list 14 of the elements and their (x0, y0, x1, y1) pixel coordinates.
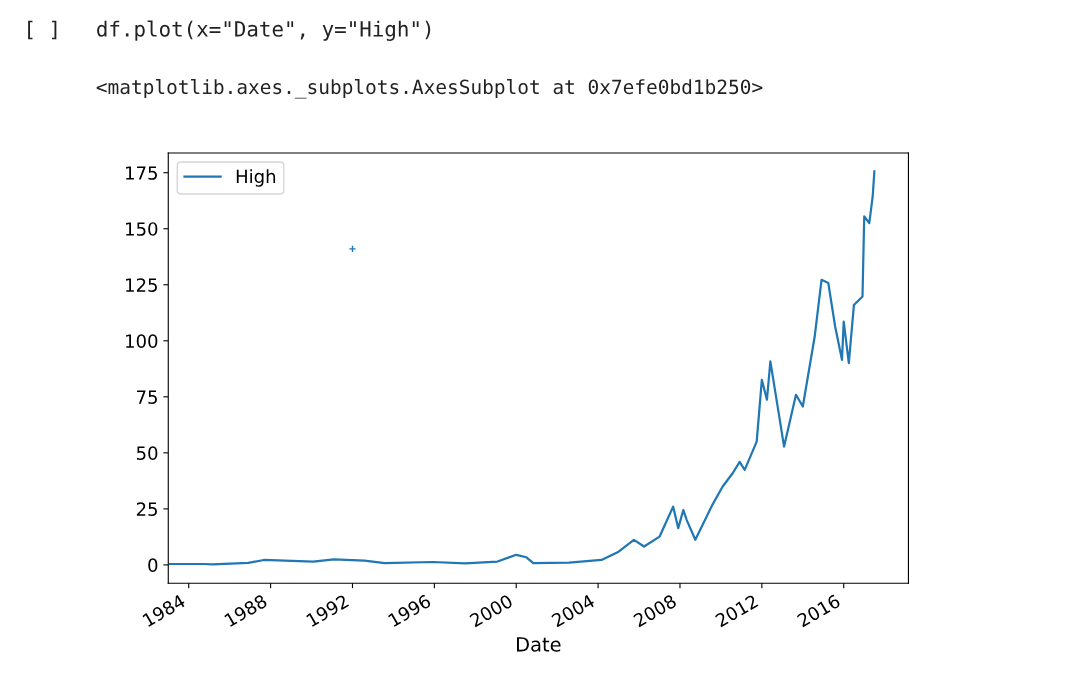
text: [ ] (28, 20, 57, 40)
y-tick-label: 75 (137, 390, 157, 404)
text: df.plot(x="Date", y="High") (97, 20, 431, 41)
y-tick-label: 125 (126, 278, 157, 292)
y-tick-label: 50 (136, 446, 158, 460)
x-axis-title: Date (517, 637, 561, 652)
legend-label: High (236, 169, 276, 187)
y-tick-label: 100 (126, 334, 158, 348)
y-tick-label: 0 (148, 558, 158, 573)
y-tick-label: 25 (136, 502, 157, 516)
line-series (168, 170, 876, 566)
y-tick-label: 175 (126, 166, 157, 180)
text: <matplotlib.axes._subplots.AxesSubplot at 0x7efe0bd1b250> (96, 79, 763, 99)
y-tick-label: 150 (126, 222, 158, 236)
